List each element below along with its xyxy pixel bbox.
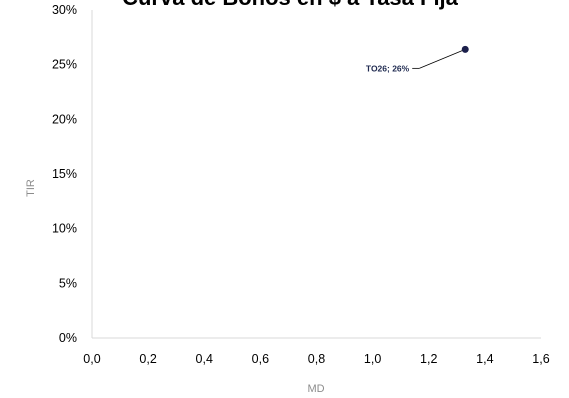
x-tick-label: 0,4 <box>196 352 213 366</box>
data-label-leader <box>419 48 466 69</box>
y-tick-labels: 0% 5% 10% 15% 20% 25% 30% <box>52 3 77 345</box>
x-tick-label: 0,2 <box>139 352 156 366</box>
x-tick-label: 0,0 <box>83 352 100 366</box>
y-axis-title: TIR <box>25 179 37 197</box>
data-point <box>461 45 469 53</box>
y-tick-label: 15% <box>52 167 77 181</box>
x-tick-label: 1,6 <box>532 352 549 366</box>
chart-title: Curva de Bonos en $ a Tasa Fija <box>122 0 459 10</box>
x-axis-title: MD <box>307 383 324 395</box>
x-tick-label: 1,0 <box>364 352 381 366</box>
axes <box>91 10 541 339</box>
y-tick-label: 0% <box>59 331 77 345</box>
y-tick-label: 5% <box>59 276 77 290</box>
x-tick-labels: 0,0 0,2 0,4 0,6 0,8 1,0 1,2 1,4 1,6 <box>83 352 549 366</box>
y-tick-label: 30% <box>52 3 77 17</box>
x-tick-label: 0,8 <box>308 352 325 366</box>
y-tick-label: 20% <box>52 112 77 126</box>
x-tick-label: 1,2 <box>420 352 437 366</box>
y-tick-label: 25% <box>52 58 77 72</box>
data-points: TO26; 26% <box>366 45 469 73</box>
x-tick-label: 0,6 <box>252 352 269 366</box>
y-tick-label: 10% <box>52 222 77 236</box>
x-tick-label: 1,4 <box>476 352 493 366</box>
data-label: TO26; 26% <box>366 63 410 73</box>
